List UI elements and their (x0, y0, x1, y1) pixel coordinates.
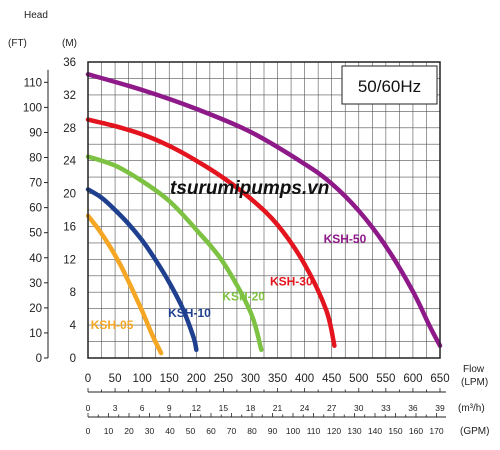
y-right-tick-label: 28 (63, 123, 76, 135)
x-lpm-tick-label: 200 (187, 373, 206, 385)
frequency-box (341, 65, 438, 105)
series-labels: KSH-05 KSH-10 KSH-20 KSH-30 KSH-50 (91, 232, 367, 332)
x-m3h-tick-label: 3 (113, 403, 118, 413)
y-left-tick-label: 20 (29, 303, 42, 315)
x-gpm-tick-label: 20 (124, 426, 134, 436)
x-gpm-tick-label: 120 (327, 426, 341, 436)
series-label-ksh-50: KSH-50 (324, 232, 367, 246)
y-left-unit: (FT) (8, 38, 27, 49)
x-lpm-tick-label: 500 (349, 373, 368, 385)
y-right-tick-label: 20 (63, 189, 76, 201)
x-lpm-tick-label: 150 (160, 373, 179, 385)
x-gpm-tick-label: 40 (165, 426, 175, 436)
x-gpm-tick-label: 170 (429, 426, 443, 436)
x-gpm-tick-label: 160 (409, 426, 423, 436)
frequency-annotation: 50/60Hz (358, 77, 421, 96)
x-m3h-tick-label: 39 (435, 403, 445, 413)
x-lpm-tick-label: 400 (295, 373, 314, 385)
curves (85, 72, 443, 356)
x-gpm-tick-label: 110 (307, 426, 321, 436)
y-left-tick-label: 30 (29, 278, 42, 290)
x-m3h-tick-label: 9 (167, 403, 172, 413)
x-gpm-tick-label: 90 (268, 426, 278, 436)
x-lpm-tick-label: 600 (403, 373, 422, 385)
curve-ksh-10 (85, 187, 199, 353)
x-unit-m3h: (m³/h) (458, 403, 485, 414)
y-right-tick-label: 24 (63, 156, 76, 168)
x-m3h-tick-label: 6 (140, 403, 145, 413)
curve-ksh-50 (85, 72, 443, 348)
series-label-ksh-30: KSH-30 (270, 275, 313, 289)
x-lpm-tick-label: 550 (376, 373, 395, 385)
y-left-tick-label: 60 (29, 203, 42, 215)
x-m3h-tick-label: 24 (300, 403, 310, 413)
x-gpm-tick-label: 70 (227, 426, 237, 436)
y-right-unit: (M) (62, 38, 77, 49)
x-gpm-tick-label: 50 (186, 426, 196, 436)
x-m3h-tick-label: 36 (408, 403, 418, 413)
x-m3h-tick-label: 0 (86, 403, 91, 413)
x-gpm-tick-label: 150 (388, 426, 402, 436)
y-right-tick-label: 16 (63, 221, 76, 233)
x-gpm-tick-label: 80 (247, 426, 257, 436)
x-gpm-tick-label: 60 (206, 426, 216, 436)
plot-frame (87, 61, 441, 359)
y-left-ticks: 0 10 20 30 40 50 60 70 80 90 100 110 (23, 69, 49, 365)
x-m3h-tick-label: 15 (219, 403, 229, 413)
x-gpm-tick-label: 130 (347, 426, 361, 436)
x-m3h-tick-label: 30 (354, 403, 364, 413)
x-lpm-tick-label: 350 (268, 373, 287, 385)
x-m3h-tick-label: 33 (381, 403, 391, 413)
x-m3h-tick-label: 27 (327, 403, 337, 413)
x-gpm-tick-label: 100 (286, 426, 300, 436)
y-left-tick-label: 50 (29, 228, 42, 240)
x-m3h-tick-label: 18 (246, 403, 256, 413)
x-lpm-tick-label: 0 (85, 373, 91, 385)
x-lpm-tick-label: 650 (430, 373, 449, 385)
y-left-tick-label: 70 (29, 178, 42, 190)
x-lpm-tick-label: 450 (322, 373, 341, 385)
series-label-ksh-20: KSH-20 (222, 289, 265, 303)
x-lpm-tick-label: 50 (109, 373, 122, 385)
y-left-tick-label: 100 (23, 102, 42, 114)
curve-ksh-05 (85, 213, 164, 356)
x-axes: 0 50 100 150 200 250 300 350 400 450 500 550 600 6500… (85, 373, 450, 436)
x-lpm-tick-label: 250 (214, 373, 233, 385)
y-right-ticks: 0 4 8 12 16 20 24 28 32 36 (63, 57, 76, 365)
x-gpm-tick-label: 10 (104, 426, 114, 436)
y-left-tick-label: 90 (29, 127, 42, 139)
x-lpm-tick-label: 300 (241, 373, 260, 385)
x-axis-title: Flow (463, 364, 485, 375)
y-right-tick-label: 32 (63, 90, 76, 102)
y-right-tick-label: 8 (70, 287, 76, 299)
series-label-ksh-05: KSH-05 (91, 318, 134, 332)
x-unit-gpm: (GPM) (460, 426, 489, 437)
y-axis-title: Head (24, 10, 48, 21)
x-lpm-tick-label: 100 (133, 373, 152, 385)
y-left-tick-label: 110 (24, 77, 42, 89)
y-right-tick-label: 4 (70, 320, 77, 332)
x-gpm-tick-label: 30 (145, 426, 155, 436)
y-right-tick-label: 0 (70, 353, 76, 365)
curve-ksh-20 (85, 154, 264, 353)
y-left-tick-label: 10 (29, 328, 42, 340)
x-m3h-tick-label: 12 (192, 403, 202, 413)
x-m3h-tick-label: 21 (273, 403, 283, 413)
y-left-tick-label: 40 (29, 253, 42, 265)
watermark: tsurumipumps.vn (170, 178, 329, 199)
x-gpm-tick-label: 140 (368, 426, 382, 436)
series-label-ksh-10: KSH-10 (168, 306, 211, 320)
curve-ksh-30 (85, 117, 337, 348)
y-right-tick-label: 12 (63, 254, 76, 266)
x-gpm-tick-label: 0 (86, 426, 91, 436)
x-unit-lpm: (LPM) (461, 377, 488, 388)
y-left-tick-label: 80 (29, 153, 42, 165)
y-right-tick-label: 36 (63, 57, 76, 69)
y-left-tick-label: 0 (36, 353, 42, 365)
